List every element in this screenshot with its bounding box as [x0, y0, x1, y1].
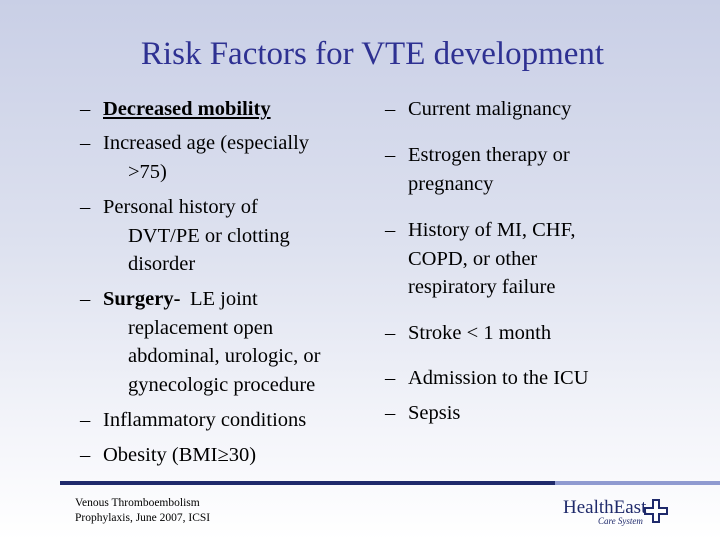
- footer-bar-light: [555, 481, 720, 485]
- item-text: replacement open: [128, 316, 274, 339]
- item-text: LE joint: [190, 288, 258, 310]
- bullet: –: [385, 219, 396, 241]
- item-text: DVT/PE or clotting: [128, 224, 290, 247]
- bullet: –: [80, 98, 91, 120]
- item-text: respiratory failure: [408, 276, 556, 299]
- logo-name: HealthEast: [563, 497, 647, 518]
- footer-bar: [60, 481, 555, 485]
- bullet: –: [385, 367, 396, 389]
- bullet: –: [385, 402, 396, 424]
- slide-title: Risk Factors for VTE development: [140, 36, 605, 72]
- item-text: disorder: [128, 253, 196, 276]
- bullet: –: [80, 132, 91, 154]
- item-text: Decreased mobility: [103, 98, 271, 120]
- item-text: COPD, or other: [408, 247, 538, 270]
- item-text: Inflammatory conditions: [103, 409, 307, 431]
- item-text: Increased age (especially: [103, 132, 310, 154]
- footer-text: Prophylaxis, June 2007, ICSI: [75, 512, 211, 524]
- item-text: pregnancy: [408, 172, 494, 195]
- logo-icon: [644, 499, 668, 523]
- bullet: –: [385, 322, 396, 344]
- logo-tagline: Care System: [598, 516, 643, 526]
- bullet: –: [80, 409, 91, 431]
- item-lead: Surgery-: [103, 288, 181, 310]
- item-text: Obesity (BMI≥30): [103, 444, 257, 466]
- bullet: –: [80, 196, 91, 218]
- item-text: Current malignancy: [408, 98, 572, 120]
- item-text: Personal history of: [103, 196, 258, 218]
- item-text: Admission to the ICU: [408, 367, 589, 389]
- item-text: History of MI, CHF,: [408, 219, 576, 241]
- item-text: Stroke < 1 month: [408, 322, 552, 344]
- item-text: Estrogen therapy or: [408, 144, 570, 166]
- footer-text: Venous Thromboembolism: [75, 497, 200, 509]
- bullet: –: [385, 98, 396, 120]
- item-text: Sepsis: [408, 402, 461, 424]
- bullet: –: [80, 288, 91, 310]
- item-text: abdominal, urologic, or: [128, 345, 321, 368]
- item-text: gynecologic procedure: [128, 373, 316, 396]
- bullet: –: [80, 444, 91, 466]
- bullet: –: [385, 144, 396, 166]
- item-text: >75): [128, 160, 167, 183]
